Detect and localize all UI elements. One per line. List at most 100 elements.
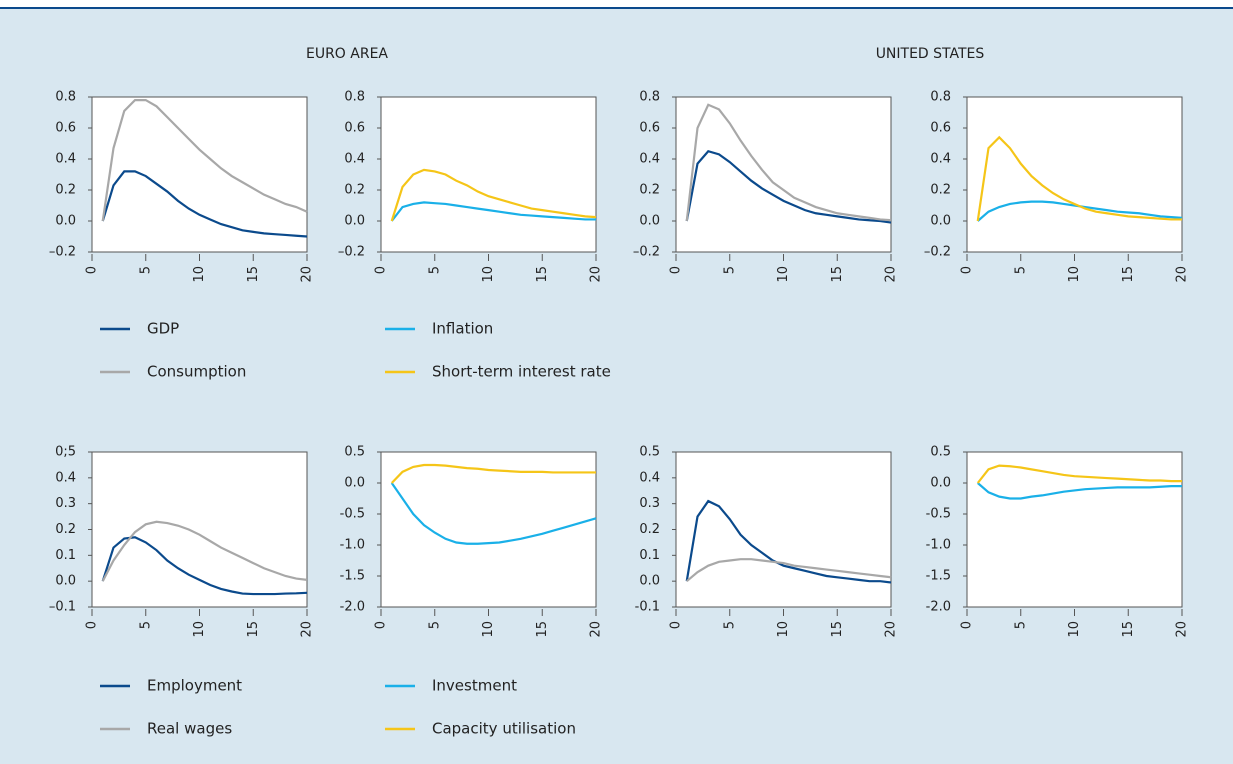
y-tick-label: 0.5 [930, 445, 951, 460]
y-tick-label: 0.2 [344, 183, 365, 198]
x-tick-label: 20 [1175, 266, 1190, 283]
plot-area [380, 451, 597, 608]
x-tick-label: 10 [481, 621, 496, 638]
y-tick-label: 0.6 [639, 121, 660, 136]
x-tick-label: 0 [85, 266, 100, 274]
x-tick-label: 15 [246, 266, 261, 283]
y-tick-label: 0.0 [639, 214, 660, 229]
y-tick-label: 0.6 [344, 121, 365, 136]
plot-area [91, 451, 308, 608]
y-tick-label: 0.4 [639, 152, 660, 167]
y-tick-label: 0.5 [639, 445, 660, 460]
x-tick-label: 5 [427, 266, 442, 274]
x-tick-label: 0 [374, 266, 389, 274]
x-tick-label: 5 [722, 266, 737, 274]
legend-label: Inflation [432, 320, 493, 338]
x-tick-label: 15 [535, 621, 550, 638]
x-tick-label: 20 [884, 621, 899, 638]
y-tick-label: -1.0 [926, 538, 951, 553]
y-tick-label: 0.1 [639, 548, 660, 563]
legend-label: Investment [432, 677, 517, 695]
x-tick-label: 10 [776, 266, 791, 283]
plot-area [675, 451, 892, 608]
series-line [977, 482, 1182, 500]
series-line [101, 536, 308, 596]
x-tick-label: 5 [138, 621, 153, 629]
y-tick-label: 0.2 [55, 183, 76, 198]
x-tick-label: 0 [85, 621, 100, 629]
x-tick-label: 5 [138, 266, 153, 274]
y-tick-label: –0.2 [49, 245, 76, 260]
y-tick-label: 0.2 [639, 522, 660, 537]
x-tick-label: 15 [830, 621, 845, 638]
y-tick-label: 0.6 [930, 121, 951, 136]
series-line [390, 463, 596, 484]
x-tick-label: 0 [669, 266, 684, 274]
plot-area [966, 96, 1183, 253]
series-line [976, 135, 1182, 222]
y-tick-label: 0.8 [55, 90, 76, 105]
y-tick-label: -1.5 [926, 569, 951, 584]
x-tick-label: 20 [300, 266, 315, 283]
legend-label: Short-term interest rate [432, 363, 611, 381]
x-tick-label: 15 [246, 621, 261, 638]
series-line [685, 499, 892, 584]
series-line [390, 168, 597, 222]
y-tick-label: 0.3 [55, 496, 76, 511]
plot-area [966, 451, 1183, 608]
legend-label: Capacity utilisation [432, 720, 576, 738]
y-tick-label: 0.0 [930, 476, 951, 491]
y-tick-label: -2.0 [926, 600, 951, 615]
x-tick-label: 20 [884, 266, 899, 283]
x-tick-label: 15 [830, 266, 845, 283]
series-line [101, 99, 308, 222]
series-line [390, 482, 597, 545]
legend-label: Consumption [147, 363, 246, 381]
y-tick-label: 0.2 [930, 183, 951, 198]
y-tick-label: -2.0 [340, 600, 365, 615]
y-tick-label: 0.8 [930, 90, 951, 105]
y-tick-label: 0.0 [55, 214, 76, 229]
x-tick-label: 0 [960, 621, 975, 629]
y-tick-label: 0.4 [930, 152, 951, 167]
y-tick-label: 0.0 [344, 476, 365, 491]
legend-label: GDP [147, 320, 179, 338]
plot-area [91, 96, 308, 253]
x-tick-label: 15 [535, 266, 550, 283]
x-tick-label: 15 [1121, 266, 1136, 283]
y-tick-label: -1.5 [340, 569, 365, 584]
x-tick-label: 5 [1013, 266, 1028, 274]
x-tick-label: 20 [589, 621, 604, 638]
y-tick-label: 0.0 [55, 574, 76, 589]
series-line [686, 558, 892, 583]
y-tick-label: –0.2 [338, 245, 365, 260]
x-tick-label: 5 [1013, 621, 1028, 629]
x-tick-label: 20 [300, 621, 315, 638]
y-tick-label: -0.5 [340, 507, 365, 522]
y-tick-label: 0.4 [344, 152, 365, 167]
x-tick-label: 0 [960, 266, 975, 274]
x-tick-label: 20 [1175, 621, 1190, 638]
y-tick-label: 0;5 [55, 445, 76, 460]
series-line [685, 103, 892, 222]
y-tick-label: 0.8 [344, 90, 365, 105]
series-line [101, 170, 308, 238]
y-tick-label: -0.5 [926, 507, 951, 522]
y-tick-label: 0.4 [55, 470, 76, 485]
y-tick-label: 0.2 [55, 522, 76, 537]
plot-area [380, 96, 597, 253]
y-tick-label: 0.3 [639, 496, 660, 511]
x-tick-label: 0 [374, 621, 389, 629]
x-tick-label: 10 [192, 621, 207, 638]
y-tick-label: -1.0 [340, 538, 365, 553]
x-tick-label: 10 [1067, 266, 1082, 283]
series-line [101, 520, 308, 582]
panel-title: UNITED STATES [876, 46, 985, 62]
y-tick-label: -0.1 [635, 600, 660, 615]
y-tick-label: 0.6 [55, 121, 76, 136]
panel-title: EURO AREA [306, 46, 388, 62]
legend-label: Real wages [147, 720, 232, 738]
y-tick-label: 0.4 [639, 470, 660, 485]
plot-area [675, 96, 892, 253]
